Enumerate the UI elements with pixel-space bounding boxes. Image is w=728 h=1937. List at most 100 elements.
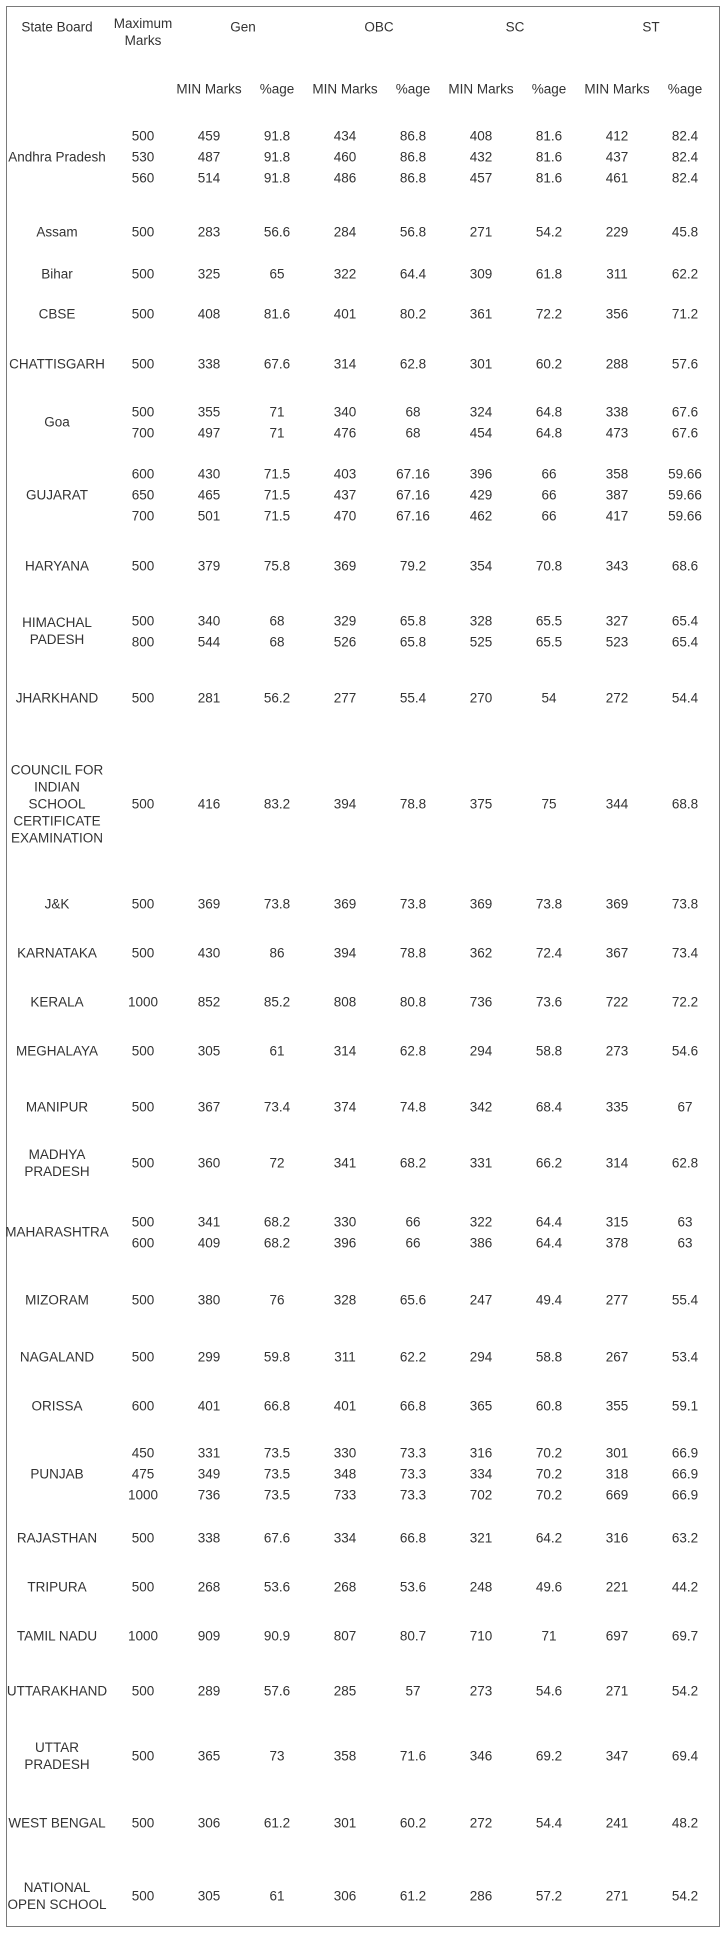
percentage-cell: 71.5 [263,508,291,524]
min-marks-cell: 807 [333,1628,357,1644]
percentage-cell: 70.2 [535,1445,563,1461]
min-marks-cell: 342 [469,1099,493,1115]
percentage-cell: 66 [541,508,557,524]
min-marks-cell: 334 [469,1466,493,1482]
percentage-cell: 61 [269,1888,285,1904]
percentage-cell: 73.6 [535,994,563,1010]
percentage-cell: 73.5 [263,1445,291,1461]
state-board-name: UTTAR PRADESH [24,1740,90,1772]
min-marks-cell: 356 [605,306,629,322]
maximum-marks-cell: 500 [131,1292,155,1308]
min-marks-cell: 321 [469,1530,493,1546]
min-marks-cell: 387 [605,487,629,503]
percentage-cell: 81.6 [535,128,563,144]
header-sc: SC [505,19,525,35]
percentage-cell: 44.2 [671,1579,699,1595]
percentage-cell: 66.9 [671,1445,699,1461]
min-marks-cell: 460 [333,149,357,165]
min-marks-cell: 437 [333,487,357,503]
min-marks-cell: 335 [605,1099,629,1115]
percentage-cell: 74.8 [399,1099,427,1115]
min-marks-cell: 401 [197,1398,221,1414]
state-board-name: J&K [44,896,70,912]
min-marks-cell: 722 [605,994,629,1010]
min-marks-cell: 459 [197,128,221,144]
min-marks-cell: 306 [333,1888,357,1904]
header-st: ST [642,19,660,35]
percentage-cell: 80.7 [399,1628,427,1644]
min-marks-cell: 374 [333,1099,357,1115]
percentage-cell: 71 [541,1628,557,1644]
state-board-name: Bihar [41,266,73,282]
percentage-cell: 80.2 [399,306,427,322]
min-marks-cell: 338 [197,1530,221,1546]
percentage-cell: 55.4 [399,690,427,706]
state-board-name: MAHARASHTRA [5,1224,109,1240]
percentage-cell: 63 [677,1214,693,1229]
percentage-cell: 86.8 [399,149,427,165]
min-marks-cell: 432 [469,149,493,165]
min-marks-cell: 369 [333,896,357,912]
maximum-marks-cell: 1000 [127,994,159,1010]
min-marks-cell: 338 [605,404,629,419]
percentage-cell: 45.8 [671,224,699,240]
maximum-marks-cell: 500 [131,356,155,372]
min-marks-cell: 306 [197,1815,221,1831]
maximum-marks-cell: 500 [131,690,155,706]
percentage-cell: 82.4 [671,128,699,144]
percentage-cell: 68.2 [263,1235,291,1250]
percentage-cell: 65.4 [671,613,699,628]
min-marks-cell: 284 [333,224,357,240]
min-marks-cell: 401 [333,306,357,322]
percentage-cell: 73.5 [263,1487,291,1503]
min-marks-cell: 318 [605,1466,629,1482]
percentage-cell: 57.2 [535,1888,563,1904]
percentage-cell: 86.8 [399,170,427,186]
min-marks-cell: 324 [469,404,493,419]
maximum-marks-cell: 500 [131,1349,155,1365]
header-obc: OBC [364,19,394,35]
percentage-cell: 82.4 [671,149,699,165]
percentage-cell: 59.66 [668,508,702,524]
min-marks-cell: 487 [197,149,221,165]
min-marks-cell: 430 [197,466,221,482]
percentage-cell: 91.8 [263,149,291,165]
maximum-marks-cell: 500 [131,1043,155,1059]
min-marks-cell: 344 [605,796,629,812]
percentage-cell: 71 [269,425,285,440]
percentage-cell: 59.66 [668,466,702,482]
percentage-cell: 75.8 [263,558,291,574]
percentage-cell: 65.8 [399,613,427,628]
percentage-cell: 54.4 [671,690,699,706]
percentage-cell: 81.6 [535,149,563,165]
state-board-name: UTTARAKHAND [6,1683,108,1699]
min-marks-cell: 277 [605,1292,629,1308]
state-board-name: NAGALAND [19,1349,95,1365]
min-marks-cell: 416 [197,796,221,812]
percentage-cell: 66.2 [535,1155,563,1171]
min-marks-cell: 369 [605,896,629,912]
min-marks-cell: 403 [333,466,357,482]
subheader-percentage: %age [531,81,567,97]
state-board-name: KARNATAKA [17,945,97,961]
min-marks-cell: 497 [197,425,221,440]
min-marks-cell: 314 [333,356,357,372]
min-marks-cell: 525 [469,634,493,649]
percentage-cell: 73.8 [535,896,563,912]
maximum-marks-cell: 500 [131,306,155,322]
percentage-cell: 91.8 [263,128,291,144]
percentage-cell: 73 [269,1748,285,1764]
header-gen: Gen [230,19,256,35]
state-board-name: MANIPUR [25,1099,89,1115]
maximum-marks-cell: 475 [131,1466,155,1482]
min-marks-cell: 365 [469,1398,493,1414]
header-maximum-marks: Maximum Marks [113,16,173,48]
min-marks-cell: 379 [197,558,221,574]
min-marks-cell: 514 [197,170,221,186]
min-marks-cell: 294 [469,1349,493,1365]
percentage-cell: 83.2 [263,796,291,812]
percentage-cell: 54.2 [671,1888,699,1904]
min-marks-cell: 346 [469,1748,493,1764]
maximum-marks-cell: 500 [131,1888,155,1904]
percentage-cell: 64.4 [535,1235,563,1250]
